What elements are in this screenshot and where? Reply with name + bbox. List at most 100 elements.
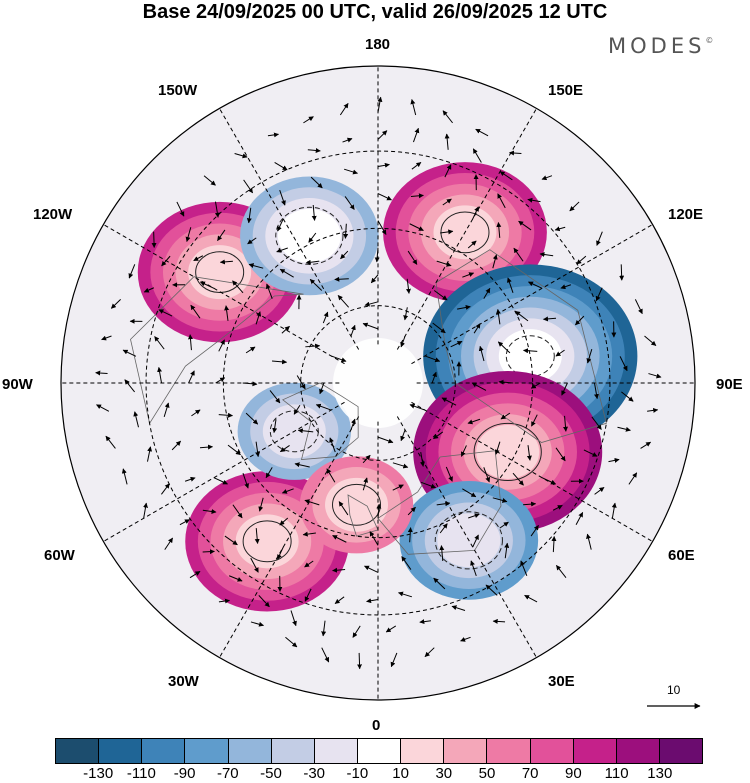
anomaly-band bbox=[476, 424, 540, 479]
label-30e: 30E bbox=[548, 673, 575, 690]
wind-arrow bbox=[595, 287, 603, 302]
label-0: 0 bbox=[372, 717, 381, 734]
wind-arrow bbox=[472, 534, 479, 548]
wind-arrow bbox=[215, 377, 226, 384]
wind-arrow bbox=[634, 299, 643, 315]
wind-arrow bbox=[364, 565, 379, 573]
anomaly-band bbox=[498, 329, 562, 384]
label-120e: 120E bbox=[668, 206, 704, 223]
wind-arrow bbox=[478, 345, 485, 362]
wind-arrow bbox=[203, 175, 216, 186]
wind-arrow bbox=[272, 419, 278, 434]
wind-arrow bbox=[515, 310, 529, 322]
wind-arrow bbox=[439, 545, 445, 562]
wind-arrow bbox=[362, 322, 379, 330]
colorbar-tick-label: -50 bbox=[260, 765, 282, 782]
colorbar-swatch bbox=[314, 739, 358, 763]
wind-arrow bbox=[255, 311, 262, 325]
anomaly-contour bbox=[473, 422, 542, 482]
wind-arrow bbox=[619, 356, 628, 372]
wind-arrow bbox=[377, 193, 392, 201]
wind-arrow bbox=[385, 625, 397, 633]
wind-arrow bbox=[179, 519, 190, 526]
wind-arrow bbox=[445, 466, 453, 482]
wind-arrow bbox=[526, 445, 532, 461]
wind-arrow bbox=[308, 232, 317, 243]
wind-arrow bbox=[648, 373, 662, 379]
wind-arrow bbox=[492, 497, 508, 503]
wind-arrow bbox=[232, 504, 243, 519]
wind-arrow bbox=[530, 524, 539, 537]
wind-arrow bbox=[321, 647, 330, 663]
wind-arrow bbox=[228, 575, 243, 582]
label-60w: 60W bbox=[44, 547, 75, 564]
colorbar-swatch bbox=[357, 739, 402, 763]
wind-arrow bbox=[369, 531, 379, 546]
colorbar-tick-label: 110 bbox=[604, 765, 629, 782]
wind-arrow bbox=[499, 171, 513, 181]
label-30w: 30W bbox=[168, 673, 199, 690]
wind-arrow bbox=[500, 412, 511, 420]
wind-arrow bbox=[214, 201, 220, 218]
wind-arrow bbox=[322, 311, 329, 324]
wind-arrow bbox=[255, 441, 261, 458]
positive-center-30w bbox=[185, 471, 350, 612]
wind-arrow bbox=[472, 148, 482, 163]
wind-arrow bbox=[543, 316, 557, 322]
colorbar-tick-label: -110 bbox=[126, 765, 156, 782]
wind-arrow bbox=[424, 355, 441, 363]
colorbar-tick-label: 90 bbox=[565, 765, 582, 782]
colorbar-swatch bbox=[444, 739, 488, 763]
brand-mark: © bbox=[705, 36, 714, 45]
wind-arrow bbox=[307, 148, 321, 153]
wind-arrow bbox=[492, 254, 498, 269]
wind-arrow bbox=[247, 237, 257, 245]
wind-arrow bbox=[556, 565, 567, 578]
colorbar-tick-label: 10 bbox=[392, 765, 409, 782]
wind-arrow bbox=[440, 229, 454, 235]
wind-arrow bbox=[243, 179, 254, 194]
anomaly-contour bbox=[434, 511, 503, 570]
wind-arrow bbox=[342, 137, 353, 143]
wind-arrow bbox=[202, 549, 215, 555]
wind-arrow bbox=[227, 444, 241, 456]
wind-arrow bbox=[334, 276, 349, 282]
anomaly-band bbox=[277, 208, 341, 263]
wind-arrow bbox=[232, 280, 244, 294]
wind-arrow bbox=[218, 339, 225, 352]
brand-text: MODES bbox=[608, 34, 706, 58]
wind-arrow bbox=[377, 96, 383, 113]
wind-arrow bbox=[362, 454, 371, 464]
wind-arrow bbox=[285, 636, 298, 648]
wind-arrow bbox=[420, 481, 437, 489]
wind-arrow bbox=[269, 390, 281, 404]
wind-arrow bbox=[344, 196, 355, 210]
wind-arrow bbox=[302, 531, 316, 537]
wind-arrow bbox=[350, 324, 356, 337]
wind-arrow bbox=[279, 445, 290, 453]
wind-arrow bbox=[157, 366, 163, 384]
wind-arrow bbox=[498, 379, 514, 385]
wind-arrow bbox=[161, 255, 171, 267]
wind-arrow bbox=[392, 484, 404, 491]
negative-center-150w bbox=[240, 176, 379, 296]
wind-arrow bbox=[218, 412, 233, 418]
wind-arrow bbox=[497, 193, 506, 209]
colorbar-swatch bbox=[142, 739, 186, 763]
wind-arrow bbox=[492, 618, 506, 624]
colorbar-swatch bbox=[659, 739, 703, 763]
wind-arrow bbox=[473, 323, 481, 334]
label-90w: 90W bbox=[2, 376, 33, 393]
wind-arrow bbox=[442, 198, 452, 206]
wind-arrow bbox=[468, 513, 480, 519]
wind-arrow bbox=[321, 620, 327, 637]
wind-arrow bbox=[158, 309, 173, 317]
wind-arrow bbox=[611, 502, 617, 519]
wind-arrow bbox=[281, 488, 294, 494]
meridian-line bbox=[396, 416, 537, 658]
wind-arrow bbox=[271, 359, 288, 365]
wind-arrow bbox=[193, 255, 204, 262]
wind-arrow bbox=[303, 116, 314, 124]
wind-arrow bbox=[640, 441, 652, 449]
